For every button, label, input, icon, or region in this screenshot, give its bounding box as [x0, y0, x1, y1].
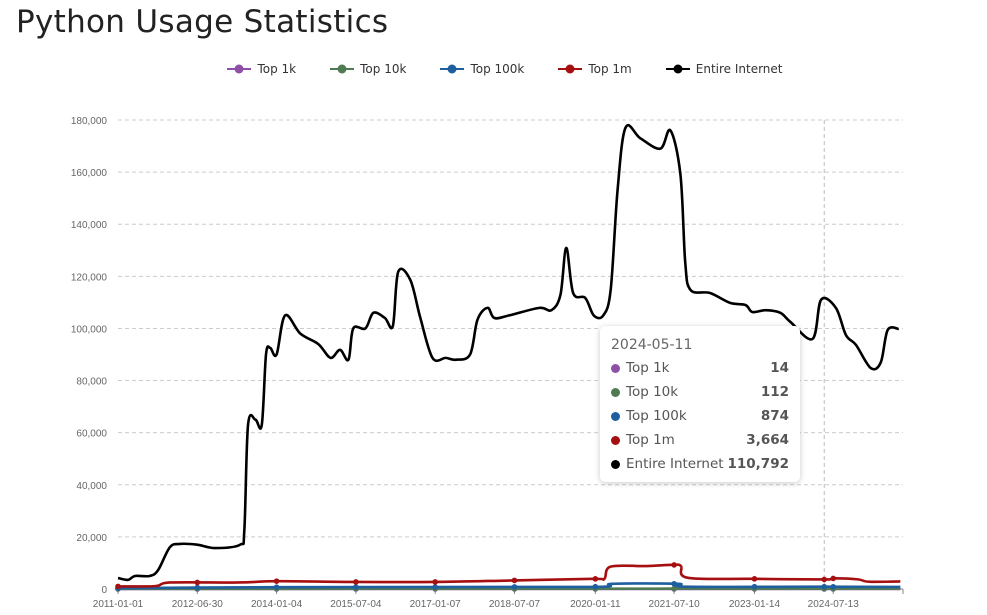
series-dot-icon — [611, 459, 620, 469]
point-top-100k — [432, 584, 438, 590]
legend-label: Top 1m — [588, 62, 632, 76]
chart-tooltip: 2024-05-11 Top 1k 14 Top 10k 112 Top 100k 874… — [600, 326, 800, 482]
series-line-top-100k — [117, 582, 901, 590]
point-top-1m — [511, 577, 518, 584]
point-top-1m — [432, 579, 438, 585]
point-top-100k — [353, 584, 359, 590]
legend-label: Top 100k — [470, 62, 525, 76]
tooltip-series-name: Entire Internet — [626, 456, 724, 472]
page-title: Python Usage Statistics — [16, 4, 389, 40]
point-top-1m — [671, 562, 677, 568]
tooltip-row: Top 1m 3,664 — [611, 430, 789, 450]
tooltip-row: Top 10k 112 — [611, 382, 789, 402]
point-top-100k — [830, 583, 837, 590]
point-top-100k — [273, 584, 280, 590]
x-tick-label: 2011-01-01 — [93, 599, 144, 610]
tooltip-series-name: Top 100k — [626, 408, 687, 424]
legend-item-top-1k[interactable]: Top 1k — [227, 62, 296, 76]
x-tick-label: 2020-01-11 — [570, 599, 621, 610]
x-tick-label: 2012-06-30 — [172, 599, 224, 610]
x-tick-label: 2023-01-14 — [729, 599, 781, 610]
tooltip-series-value: 110,792 — [727, 456, 790, 472]
tooltip-date: 2024-05-11 — [611, 337, 693, 353]
series-dot-icon — [611, 411, 620, 421]
point-top-1m — [830, 575, 837, 582]
tooltip-series-name: Top 1k — [626, 360, 670, 376]
legend-item-top-1m[interactable]: Top 1m — [558, 62, 632, 76]
point-top-1m — [751, 576, 758, 582]
point-top-1m — [115, 583, 121, 590]
point-top-1m — [273, 578, 280, 584]
series-dot-icon — [611, 363, 620, 373]
tooltip-row: Entire Internet 110,792 — [611, 454, 789, 474]
tooltip-row: Top 100k 874 — [611, 406, 789, 426]
y-tick-label: 60,000 — [76, 429, 107, 440]
series-line-top-1m — [117, 563, 901, 588]
point-top-100k — [511, 584, 518, 590]
tooltip-row: Top 1k 14 — [611, 358, 789, 378]
series-line-entire-internet — [117, 123, 899, 582]
series-dot-icon — [611, 387, 620, 397]
y-tick-label: 20,000 — [76, 533, 107, 544]
tooltip-series-name: Top 1m — [626, 432, 675, 448]
y-tick-label: 120,000 — [71, 272, 108, 283]
point-top-1m — [821, 576, 828, 583]
y-tick-label: 180,000 — [71, 116, 108, 127]
chart-legend: Top 1k Top 10k Top 100k Top 1m Entire Intern… — [0, 62, 987, 76]
point-top-100k — [671, 580, 677, 587]
point-top-100k — [592, 583, 599, 590]
y-tick-label: 80,000 — [76, 377, 107, 388]
y-tick-label: 0 — [101, 585, 107, 596]
legend-item-top-10k[interactable]: Top 10k — [330, 62, 406, 76]
point-top-100k — [821, 583, 828, 590]
legend-marker-icon — [665, 64, 690, 74]
legend-marker-icon — [227, 64, 252, 74]
point-top-1m — [592, 576, 599, 582]
legend-marker-icon — [440, 64, 465, 74]
legend-item-top-100k[interactable]: Top 100k — [440, 62, 524, 76]
tooltip-series-value: 14 — [770, 360, 789, 376]
point-top-10k — [671, 585, 677, 592]
point-top-1m — [194, 579, 201, 586]
tooltip-series-name: Top 10k — [626, 384, 679, 400]
legend-label: Top 10k — [360, 62, 407, 76]
tooltip-series-value: 112 — [760, 384, 789, 400]
legend-marker-icon — [330, 64, 355, 74]
legend-marker-icon — [558, 64, 583, 74]
y-tick-label: 40,000 — [76, 481, 107, 492]
tooltip-series-value: 3,664 — [746, 432, 789, 448]
x-tick-label: 2015-07-04 — [330, 599, 382, 610]
legend-label: Top 1k — [257, 62, 297, 76]
legend-label: Entire Internet — [695, 62, 783, 76]
legend-item-entire-internet[interactable]: Entire Internet — [665, 62, 783, 76]
x-tick-label: 2024-07-13 — [808, 599, 860, 610]
x-tick-label: 2014-01-04 — [251, 599, 303, 610]
y-tick-label: 100,000 — [71, 324, 108, 335]
series-dot-icon — [611, 435, 620, 445]
x-tick-label: 2021-07-10 — [649, 599, 701, 610]
tooltip-series-value: 874 — [760, 408, 789, 424]
x-tick-label: 2017-01-07 — [410, 599, 462, 610]
point-top-100k — [751, 583, 758, 590]
y-tick-label: 160,000 — [71, 168, 108, 179]
x-tick-label: 2018-07-07 — [489, 599, 541, 610]
y-tick-label: 140,000 — [71, 220, 108, 231]
point-top-1m — [353, 579, 359, 585]
point-top-100k — [194, 584, 201, 591]
